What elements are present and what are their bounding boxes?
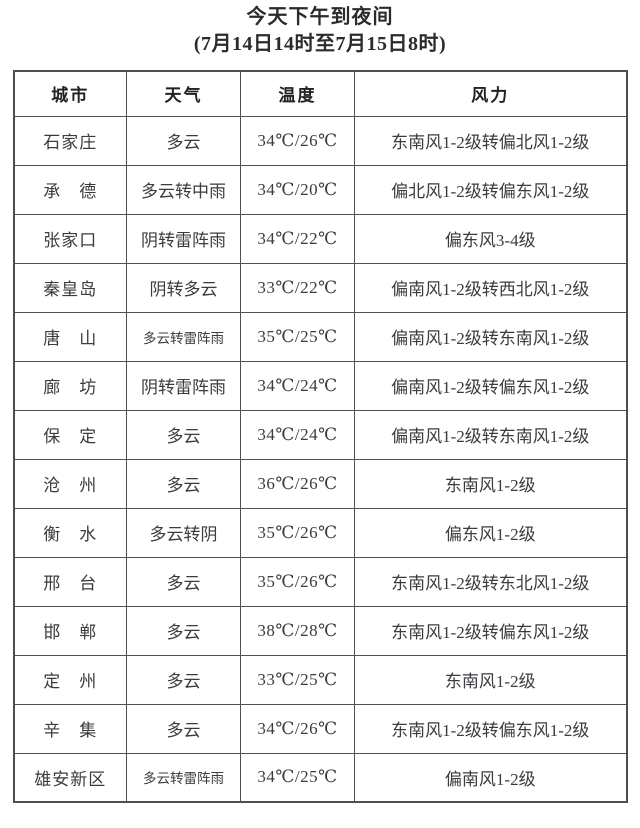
weather-cell: 阴转多云 [126,262,241,313]
column-header-wind: 风力 [354,70,627,117]
header-row: 城市 天气 温度 风力 [13,70,627,117]
city-cell: 张家口 [13,213,127,264]
wind-cell: 偏北风1-2级转偏东风1-2级 [354,164,627,215]
title-block: 今天下午到夜间 (7月14日14时至7月15日8时) [0,0,640,58]
weather-cell: 多云 [126,654,241,705]
wind-cell: 东南风1-2级 [354,654,627,705]
temperature-cell: 34℃/22℃ [240,213,355,264]
table-row: 雄安新区 多云转雷阵雨 34℃/25℃ 偏南风1-2级 [13,752,627,803]
wind-cell: 偏南风1-2级转西北风1-2级 [354,262,627,313]
weather-cell: 多云转中雨 [126,164,241,215]
wind-cell: 东南风1-2级 [354,458,627,509]
temperature-cell: 34℃/25℃ [240,752,355,803]
temperature-cell: 34℃/26℃ [240,703,355,754]
weather-cell: 多云 [126,115,241,166]
city-cell: 定 州 [13,654,127,705]
page-subtitle: (7月14日14时至7月15日8时) [193,33,447,55]
weather-forecast-table: 城市 天气 温度 风力 石家庄 多云 34℃/26℃ 东南风1-2级转偏北风1-… [12,70,628,803]
temperature-cell: 34℃/24℃ [240,409,355,460]
table-row: 张家口 阴转雷阵雨 34℃/22℃ 偏东风3-4级 [13,213,627,264]
weather-cell: 多云 [126,605,241,656]
wind-cell: 偏南风1-2级转偏东风1-2级 [354,360,627,411]
temperature-cell: 33℃/22℃ [240,262,355,313]
weather-cell: 多云 [126,703,241,754]
table-row: 保 定 多云 34℃/24℃ 偏南风1-2级转东南风1-2级 [13,409,627,460]
column-header-weather: 天气 [126,70,241,117]
table-row: 唐 山 多云转雷阵雨 35℃/25℃ 偏南风1-2级转东南风1-2级 [13,311,627,362]
temperature-cell: 34℃/26℃ [240,115,355,166]
table-row: 廊 坊 阴转雷阵雨 34℃/24℃ 偏南风1-2级转偏东风1-2级 [13,360,627,411]
temperature-cell: 33℃/25℃ [240,654,355,705]
city-cell: 雄安新区 [13,752,127,803]
table-row: 邯 郸 多云 38℃/28℃ 东南风1-2级转偏东风1-2级 [13,605,627,656]
wind-cell: 偏南风1-2级转东南风1-2级 [354,311,627,362]
city-cell: 保 定 [13,409,127,460]
weather-cell: 阴转雷阵雨 [126,213,241,264]
wind-cell: 东南风1-2级转偏北风1-2级 [354,115,627,166]
weather-cell: 阴转雷阵雨 [126,360,241,411]
temperature-cell: 38℃/28℃ [240,605,355,656]
column-header-temperature: 温度 [240,70,355,117]
wind-cell: 偏南风1-2级转东南风1-2级 [354,409,627,460]
table-row: 秦皇岛 阴转多云 33℃/22℃ 偏南风1-2级转西北风1-2级 [13,262,627,313]
city-cell: 廊 坊 [13,360,127,411]
table-row: 承 德 多云转中雨 34℃/20℃ 偏北风1-2级转偏东风1-2级 [13,164,627,215]
temperature-cell: 35℃/26℃ [240,556,355,607]
table-row: 辛 集 多云 34℃/26℃ 东南风1-2级转偏东风1-2级 [13,703,627,754]
weather-cell: 多云 [126,458,241,509]
city-cell: 邢 台 [13,556,127,607]
page-title: 今天下午到夜间 [246,6,394,28]
table-row: 衡 水 多云转阴 35℃/26℃ 偏东风1-2级 [13,507,627,558]
wind-cell: 偏东风3-4级 [354,213,627,264]
table-row: 邢 台 多云 35℃/26℃ 东南风1-2级转东北风1-2级 [13,556,627,607]
table-body: 石家庄 多云 34℃/26℃ 东南风1-2级转偏北风1-2级 承 德 多云转中雨… [13,115,627,803]
table-row: 石家庄 多云 34℃/26℃ 东南风1-2级转偏北风1-2级 [13,115,627,166]
weather-cell: 多云转雷阵雨 [126,311,241,362]
weather-cell: 多云 [126,556,241,607]
wind-cell: 偏东风1-2级 [354,507,627,558]
city-cell: 承 德 [13,164,127,215]
wind-cell: 东南风1-2级转偏东风1-2级 [354,605,627,656]
table-row: 沧 州 多云 36℃/26℃ 东南风1-2级 [13,458,627,509]
weather-cell: 多云 [126,409,241,460]
weather-cell: 多云转雷阵雨 [126,752,241,803]
temperature-cell: 34℃/20℃ [240,164,355,215]
table-row: 定 州 多云 33℃/25℃ 东南风1-2级 [13,654,627,705]
city-cell: 衡 水 [13,507,127,558]
wind-cell: 东南风1-2级转偏东风1-2级 [354,703,627,754]
temperature-cell: 36℃/26℃ [240,458,355,509]
city-cell: 辛 集 [13,703,127,754]
city-cell: 邯 郸 [13,605,127,656]
city-cell: 秦皇岛 [13,262,127,313]
wind-cell: 东南风1-2级转东北风1-2级 [354,556,627,607]
temperature-cell: 34℃/24℃ [240,360,355,411]
city-cell: 石家庄 [13,115,127,166]
column-header-city: 城市 [13,70,127,117]
city-cell: 唐 山 [13,311,127,362]
wind-cell: 偏南风1-2级 [354,752,627,803]
temperature-cell: 35℃/26℃ [240,507,355,558]
weather-cell: 多云转阴 [126,507,241,558]
city-cell: 沧 州 [13,458,127,509]
temperature-cell: 35℃/25℃ [240,311,355,362]
